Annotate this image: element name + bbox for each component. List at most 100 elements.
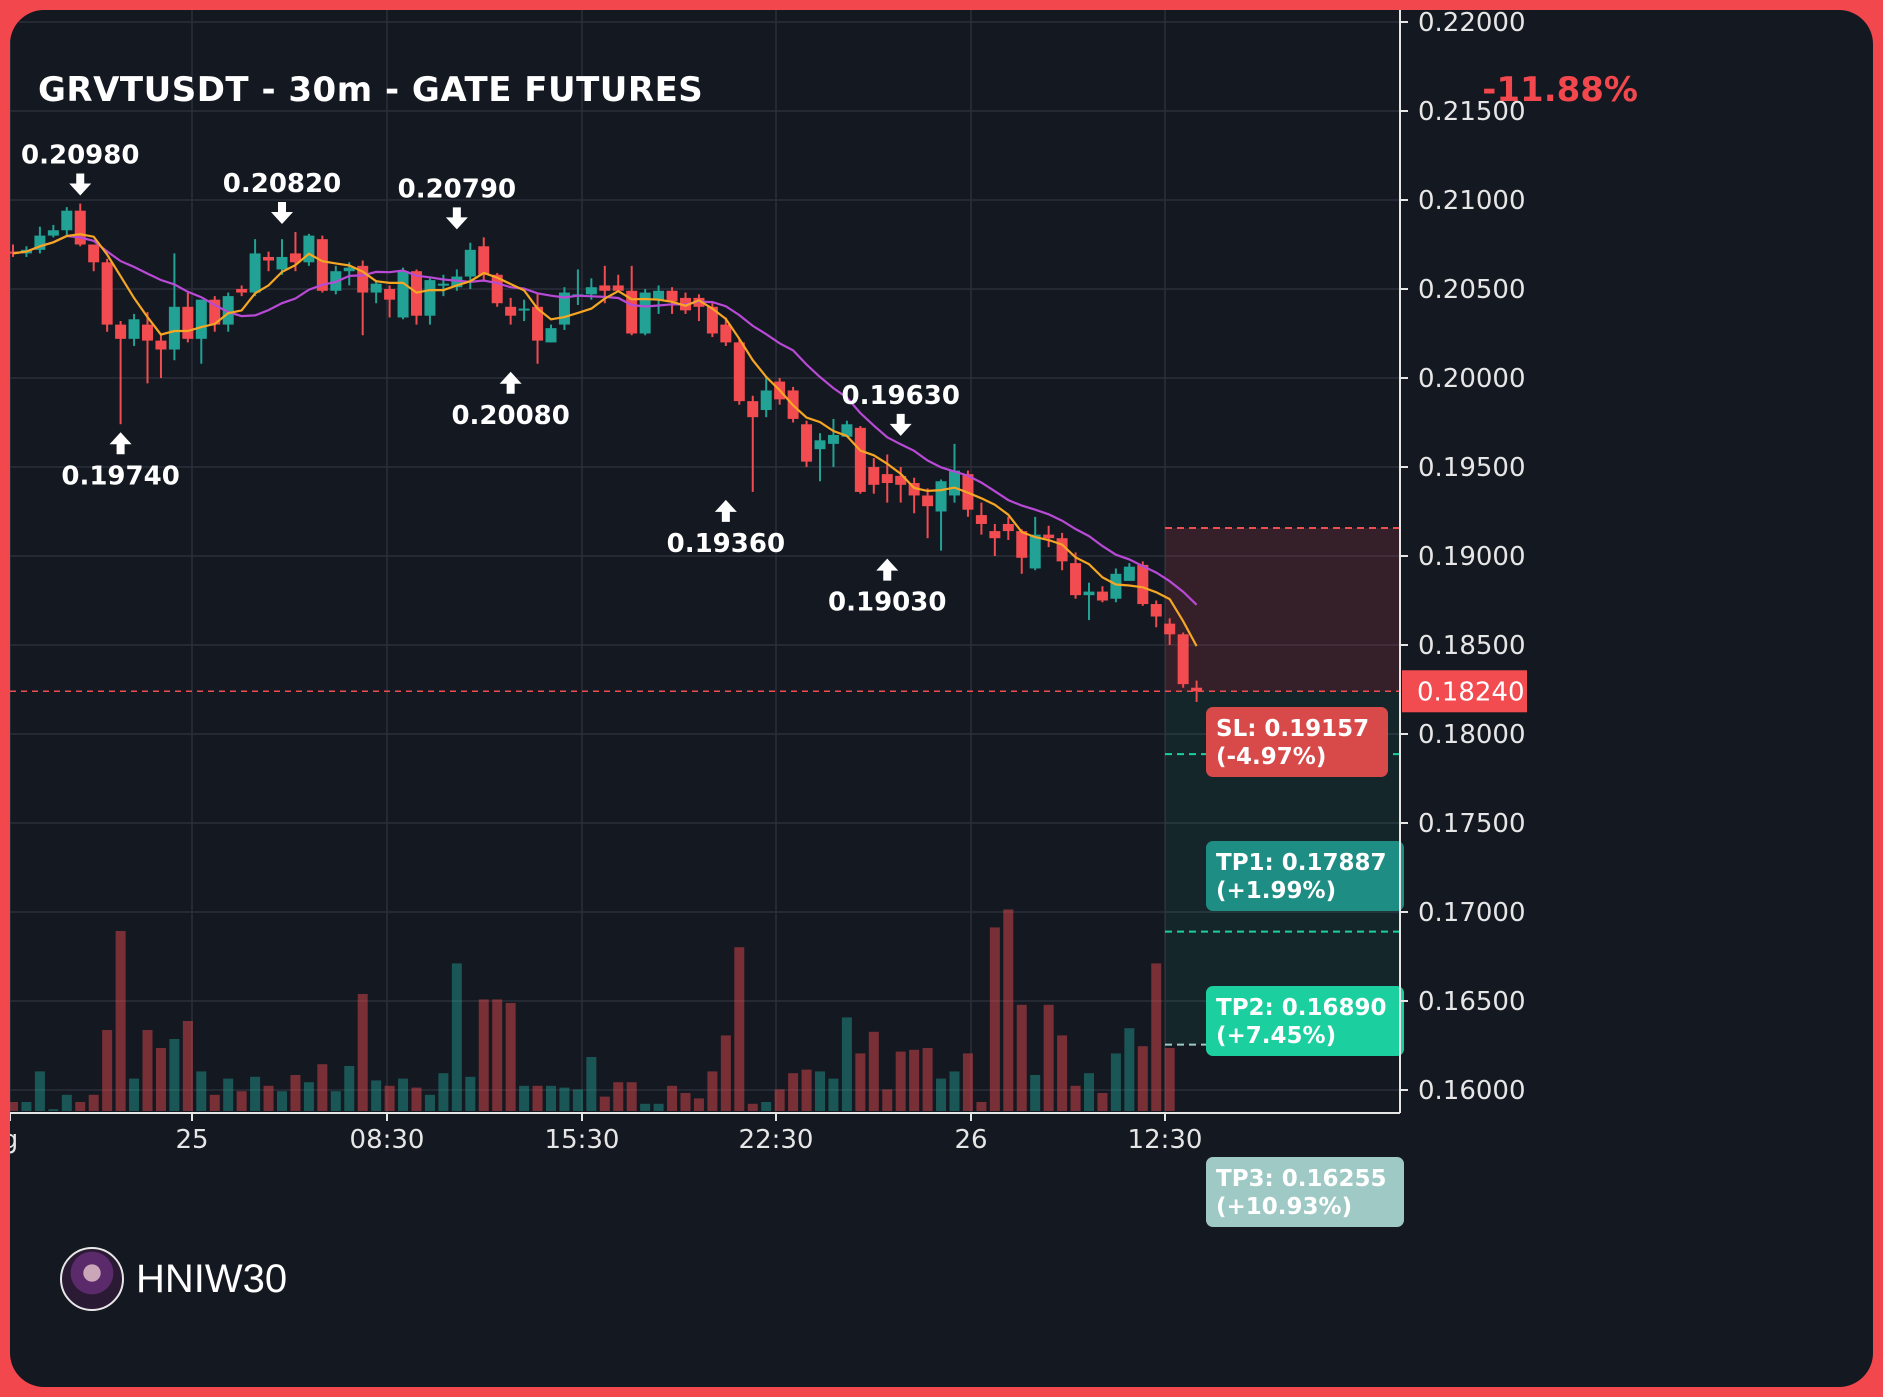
- volume-bar: [532, 1085, 543, 1111]
- volume-bar: [1097, 1093, 1108, 1111]
- arrow-down-icon: [69, 173, 92, 196]
- candle-body: [1029, 534, 1041, 569]
- annotation-label: 0.20980: [21, 141, 139, 171]
- volume-bar: [505, 1003, 516, 1111]
- candle-body: [34, 235, 46, 250]
- volume-bar: [828, 1078, 839, 1111]
- chart-title: GRVTUSDT - 30m - GATE FUTURES: [38, 70, 704, 110]
- volume-bar: [559, 1087, 570, 1111]
- arrow-up-icon: [876, 558, 899, 581]
- y-tick-label: 0.20000: [1418, 364, 1526, 394]
- candle-body: [316, 239, 328, 291]
- candle-body: [437, 283, 449, 286]
- volume-bar: [667, 1085, 678, 1111]
- annotation-label: 0.20080: [451, 401, 569, 431]
- candle-body: [706, 306, 718, 334]
- volume-bar: [841, 1017, 852, 1111]
- candle-body: [128, 319, 140, 339]
- candle-body: [1016, 531, 1028, 558]
- annotation-label: 0.19360: [667, 529, 785, 559]
- volume-bar: [1016, 1004, 1027, 1111]
- candle-body: [88, 244, 100, 263]
- volume-bar: [250, 1076, 261, 1111]
- fast-ma-line: [12, 233, 1198, 647]
- volume-bar: [10, 1102, 18, 1111]
- volume-bar: [88, 1094, 99, 1111]
- candle-body: [303, 235, 315, 263]
- volume-bar: [277, 1091, 287, 1111]
- volume-bar: [1151, 963, 1162, 1111]
- candle-body: [209, 299, 221, 325]
- volume-bar: [546, 1085, 556, 1111]
- volume-bar: [48, 1109, 59, 1111]
- candle-body: [424, 280, 436, 316]
- volume-bar: [115, 931, 126, 1111]
- volume-bar: [613, 1082, 624, 1111]
- volume-bar: [223, 1078, 234, 1111]
- candle-body: [868, 467, 880, 485]
- volume-bar: [788, 1073, 799, 1111]
- candle-body: [733, 342, 745, 402]
- volume-bar: [1124, 1028, 1135, 1111]
- volume-bar: [855, 1053, 866, 1111]
- volume-bar: [815, 1071, 825, 1111]
- candle-body: [720, 324, 732, 343]
- candle-body: [370, 283, 382, 293]
- volume-bar: [922, 1048, 933, 1111]
- annotation-label: 0.19630: [841, 381, 959, 411]
- y-tick-label: 0.21000: [1418, 186, 1526, 216]
- level-label-title: TP3: 0.16255: [1216, 1166, 1387, 1192]
- candle-body: [854, 427, 866, 492]
- candle-body: [236, 289, 248, 293]
- candle-body: [639, 292, 651, 334]
- volume-bar: [142, 1030, 153, 1111]
- x-tick-label: 12:30: [1128, 1125, 1203, 1155]
- volume-bar: [720, 1035, 731, 1111]
- arrow-down-icon: [889, 413, 912, 436]
- candle-body: [881, 474, 893, 484]
- candle-body: [289, 253, 301, 263]
- candle-body: [612, 285, 624, 291]
- candle-body: [1083, 591, 1095, 596]
- candle-body: [895, 475, 907, 485]
- volume-bar: [438, 1073, 449, 1111]
- level-label-box: [1206, 841, 1404, 911]
- volume-bar: [1070, 1085, 1081, 1111]
- candle-body: [1096, 591, 1108, 601]
- annotation-label: 0.19030: [828, 588, 946, 618]
- volume-bar: [640, 1103, 651, 1111]
- candle-body: [545, 328, 557, 343]
- volume-bar: [451, 963, 462, 1111]
- level-label-title: TP2: 0.16890: [1216, 995, 1387, 1021]
- volume-bar: [599, 1096, 610, 1111]
- candle-body: [827, 434, 839, 444]
- volume-bar: [653, 1103, 664, 1111]
- volume-bar: [1110, 1053, 1121, 1111]
- volume-bar: [519, 1085, 530, 1111]
- y-tick-label: 0.18000: [1418, 720, 1526, 750]
- volume-bar: [734, 947, 745, 1111]
- price-chart[interactable]: 0.20980 0.19740 0.20820 0.20790 0.20080 0.193…: [10, 10, 1873, 1387]
- volume-bar: [357, 994, 368, 1111]
- volume-bar: [1043, 1004, 1054, 1111]
- level-label-pct: (+10.93%): [1216, 1194, 1352, 1220]
- arrow-down-icon: [445, 207, 468, 230]
- volume-bar: [129, 1078, 140, 1111]
- candle-body: [599, 285, 611, 291]
- volume-bar: [478, 999, 489, 1111]
- x-tick-label: 08:30: [350, 1125, 425, 1155]
- candle-body: [989, 531, 1001, 539]
- candle-body: [801, 424, 813, 462]
- volume-bar: [330, 1091, 341, 1111]
- volume-bar: [75, 1102, 86, 1111]
- candle-body: [1164, 623, 1176, 635]
- candle-body: [464, 249, 476, 277]
- volume-bar: [693, 1098, 704, 1111]
- candles: [10, 203, 1203, 702]
- annotation-label: 0.19740: [61, 461, 179, 491]
- volume-bar: [626, 1082, 637, 1111]
- level-label-box: [1206, 707, 1388, 777]
- candle-body: [1137, 564, 1149, 605]
- chart-frame: 0.20980 0.19740 0.20820 0.20790 0.20080 0.193…: [10, 10, 1873, 1387]
- volume-bar: [492, 999, 503, 1111]
